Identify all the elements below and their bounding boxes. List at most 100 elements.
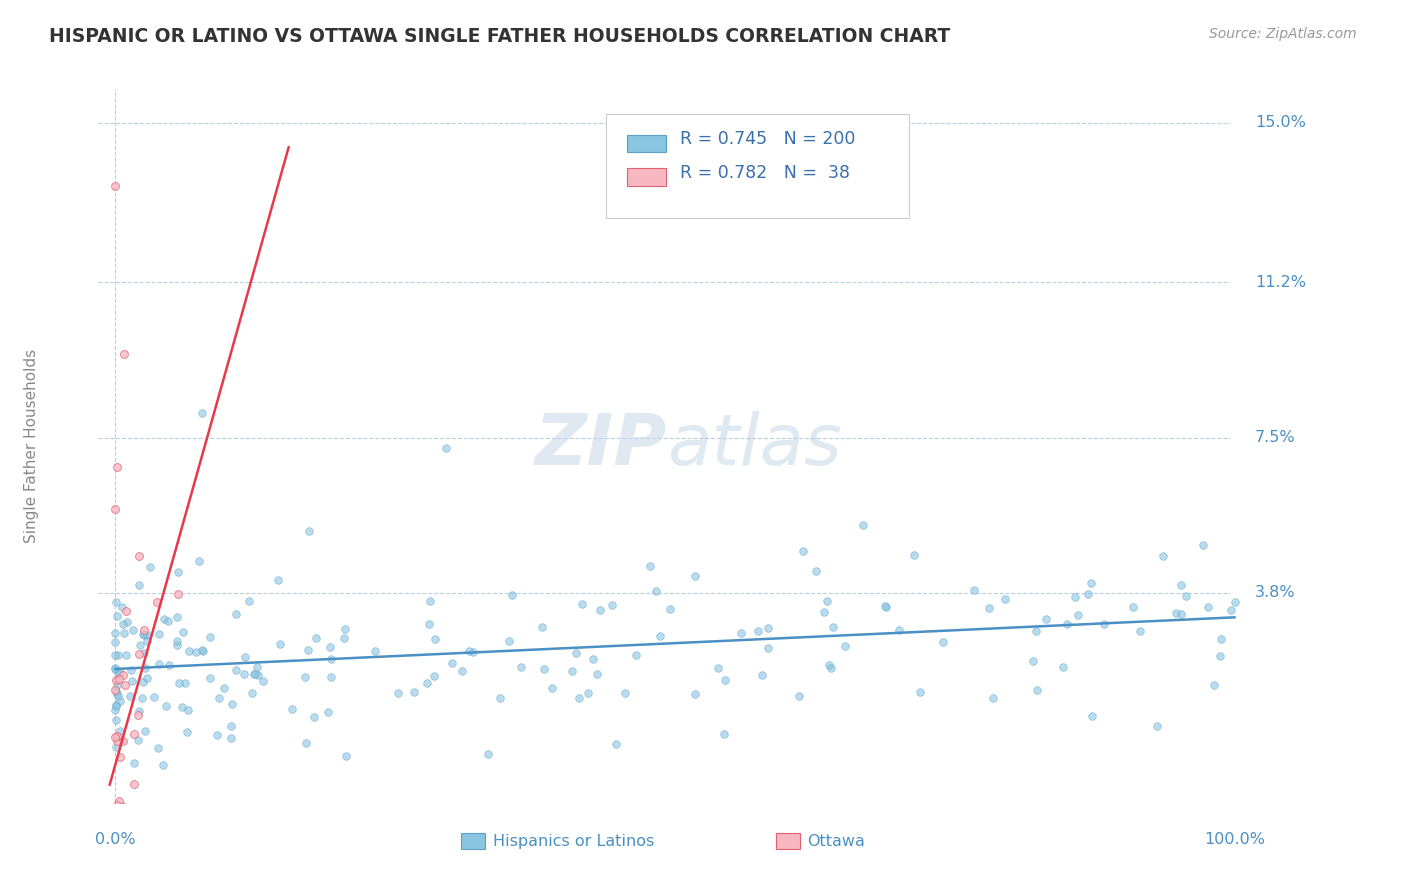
Point <box>1170 578 1192 592</box>
Point <box>188 554 211 568</box>
Point <box>167 676 190 690</box>
Point <box>683 687 706 701</box>
Point <box>104 178 127 193</box>
Text: Hispanics or Latinos: Hispanics or Latinos <box>492 834 654 849</box>
Point <box>184 645 207 659</box>
Point <box>104 683 127 698</box>
Point <box>1092 617 1115 632</box>
Point <box>441 656 464 670</box>
Point <box>730 625 752 640</box>
Point <box>541 681 564 695</box>
Point <box>1146 719 1168 733</box>
Point <box>108 808 131 822</box>
Point <box>243 667 266 681</box>
Point <box>105 713 128 727</box>
Point <box>128 704 150 718</box>
Point <box>1080 576 1102 591</box>
Point <box>212 681 235 695</box>
Point <box>111 808 134 822</box>
Point <box>191 406 214 420</box>
Point <box>319 652 342 666</box>
Point <box>104 648 127 663</box>
Point <box>127 707 149 722</box>
Point <box>104 684 127 698</box>
Point <box>1211 632 1233 646</box>
Point <box>498 634 520 648</box>
Point <box>419 594 441 608</box>
Point <box>889 623 911 637</box>
Point <box>571 597 593 611</box>
Point <box>1174 589 1197 603</box>
Point <box>132 623 155 637</box>
Point <box>166 638 188 652</box>
Point <box>321 670 343 684</box>
Point <box>489 690 512 705</box>
Point <box>132 627 155 641</box>
Point <box>139 560 162 574</box>
Point <box>589 603 612 617</box>
Point <box>219 731 242 746</box>
Point <box>804 565 827 579</box>
Point <box>105 460 128 475</box>
Point <box>1081 708 1104 723</box>
Point <box>683 569 706 583</box>
Point <box>316 705 339 719</box>
Point <box>173 676 195 690</box>
Point <box>817 657 839 672</box>
FancyBboxPatch shape <box>627 135 665 152</box>
Point <box>418 617 440 632</box>
Point <box>267 573 290 587</box>
Point <box>932 635 955 649</box>
Point <box>1122 599 1144 614</box>
Point <box>561 664 583 678</box>
Point <box>104 731 127 745</box>
Point <box>105 608 128 623</box>
Point <box>176 725 198 739</box>
Point <box>128 647 150 661</box>
Point <box>177 703 200 717</box>
Text: R = 0.745   N = 200: R = 0.745 N = 200 <box>681 130 855 148</box>
Point <box>107 665 129 680</box>
Text: 100.0%: 100.0% <box>1205 832 1265 847</box>
Point <box>903 548 925 562</box>
Point <box>104 502 127 516</box>
Point <box>208 691 231 706</box>
Point <box>756 621 779 635</box>
Point <box>128 578 150 592</box>
Point <box>146 740 169 755</box>
Point <box>294 670 316 684</box>
Point <box>104 703 127 717</box>
Point <box>127 732 149 747</box>
Point <box>908 684 931 698</box>
Point <box>981 690 1004 705</box>
Point <box>477 747 499 761</box>
Point <box>297 643 319 657</box>
Point <box>157 658 180 673</box>
Point <box>713 673 735 687</box>
Text: HISPANIC OR LATINO VS OTTAWA SINGLE FATHER HOUSEHOLDS CORRELATION CHART: HISPANIC OR LATINO VS OTTAWA SINGLE FATH… <box>49 27 950 45</box>
Text: 15.0%: 15.0% <box>1256 115 1306 130</box>
Point <box>131 691 153 706</box>
Text: 3.8%: 3.8% <box>1256 585 1295 600</box>
Point <box>613 686 636 700</box>
Point <box>415 676 437 690</box>
Text: Source: ZipAtlas.com: Source: ZipAtlas.com <box>1209 27 1357 41</box>
Point <box>225 663 247 677</box>
Point <box>128 549 150 563</box>
Point <box>565 646 588 660</box>
Point <box>104 699 127 714</box>
Point <box>852 518 875 533</box>
Point <box>111 668 134 682</box>
Point <box>747 624 769 639</box>
Point <box>1152 549 1174 563</box>
Point <box>110 723 132 738</box>
Point <box>1025 624 1047 639</box>
Point <box>104 635 127 649</box>
Text: Ottawa: Ottawa <box>807 834 865 849</box>
Point <box>813 605 835 619</box>
Point <box>167 565 190 579</box>
Point <box>423 669 446 683</box>
Text: ZIP: ZIP <box>534 411 666 481</box>
Point <box>191 644 214 658</box>
Point <box>104 808 127 822</box>
